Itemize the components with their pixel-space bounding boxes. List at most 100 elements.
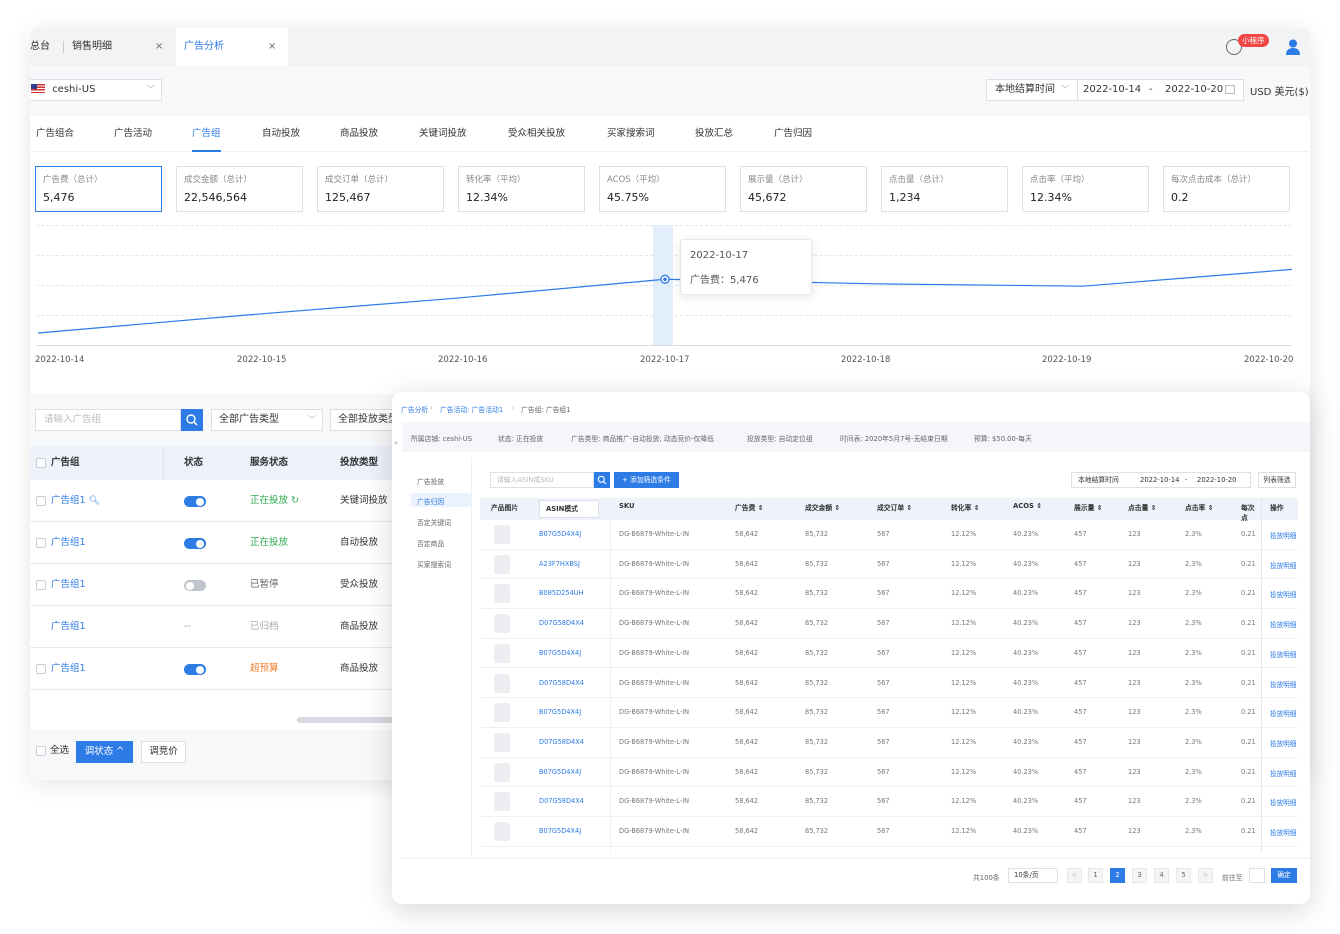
page-number[interactable]: 1 [1088,868,1103,883]
confirm-button[interactable]: 确定 [1271,868,1297,883]
sidebar-item[interactable]: 否定关键词 [417,519,451,527]
tab-campaign[interactable]: 广告活动 [114,128,153,139]
expand-icon[interactable]: » [394,439,399,447]
asin-link[interactable]: B07G5D4X4J [539,530,582,538]
row-checkbox[interactable] [36,538,46,548]
ad-group-name[interactable]: 广告组1 [51,537,86,548]
end-date[interactable]: 2022-10-20 [1165,84,1224,95]
status-toggle[interactable] [184,538,206,549]
tab-attribution[interactable]: 广告归因 [774,128,813,139]
adjust-bid-button[interactable]: 调竞价 [141,741,186,763]
tab-auto-targeting[interactable]: 自动投放 [262,128,301,139]
asin-link[interactable]: D07G58D4X4 [539,678,584,687]
targeting-detail-link[interactable]: 投放明细 [1270,591,1297,600]
column-header[interactable]: 点击率 ⇕ [1185,504,1214,512]
page-number[interactable]: 2 [1110,868,1125,883]
date-range-picker[interactable]: 本地结算时间 ﹀ 2022-10-14 - 2022-10-20 [986,79,1244,101]
tab-ad-group[interactable]: 广告组 [192,116,221,152]
table-row[interactable]: 广告组1 超预算 商品投放 [30,648,410,690]
tab-search-terms[interactable]: 买家搜索词 [607,128,655,139]
search-button[interactable] [181,409,203,431]
tab-dashboard[interactable]: 总台 [30,28,50,66]
tab-audience-targeting[interactable]: 受众相关投放 [508,128,566,139]
tab-ad-analysis[interactable]: 广告分析 × [176,28,288,66]
add-filter-button[interactable]: + 添加筛选条件 [614,472,679,488]
detail-table-row[interactable]: A23F7HXBSJ DG-B6879-White-L-IN 58,642 85,73… [480,550,1298,580]
targeting-detail-link[interactable]: 投放明细 [1270,710,1297,719]
currency-label[interactable]: USD 美元($) [1250,87,1309,98]
column-header[interactable]: 转化率 ⇕ [951,504,980,512]
targeting-detail-link[interactable]: 投放明细 [1270,532,1297,540]
adjust-status-button[interactable]: 调状态 ^ [76,741,133,763]
select-all-checkbox[interactable] [36,458,46,468]
store-select[interactable]: ceshi-US ﹀ [30,79,162,101]
column-header[interactable]: 广告费 ⇕ [735,504,764,512]
ad-group-name[interactable]: 广告组1 🔍︎ [51,494,100,508]
metric-card[interactable]: 展示量（总计） 45,672 [740,166,867,212]
tab-targeting-summary[interactable]: 投放汇总 [695,128,734,139]
detail-table-row[interactable]: B07G5D4X4J DG-B6879-White-L-IN 58,642 85,73… [480,817,1298,847]
horizontal-scrollbar[interactable] [297,717,407,723]
sidebar-item[interactable]: 否定商品 [417,540,445,548]
detail-table-row[interactable]: D07G58D4X4 DG-B6879-White-L-IN 58,642 85,73… [480,609,1298,639]
detail-table-row[interactable]: D07G58D4X4 DG-B6879-White-L-IN 58,642 85,73… [480,728,1298,758]
table-row[interactable]: 广告组1 -- 已归档 商品投放 [30,606,410,648]
detail-table-row[interactable]: B07G5D4X4J DG-B6879-White-L-IN 58,642 85,73… [480,758,1298,788]
breadcrumb-item[interactable]: 广告分析 [401,406,429,414]
detail-table-row[interactable]: D07G58D4X4 DG-B6879-White-L-IN 58,642 85,73… [480,669,1298,699]
detail-table-row[interactable]: B07G5D4X4J DG-B6879-White-L-IN 58,642 85,73… [480,520,1298,550]
tab-sales-detail[interactable]: 销售明细 × [72,28,172,66]
asin-link[interactable]: D07G58D4X4 [539,737,584,746]
tab-ad-portfolio[interactable]: 广告组合 [36,128,75,139]
page-number[interactable]: 4 [1154,868,1169,883]
targeting-detail-link[interactable]: 投放明细 [1270,769,1297,778]
select-all-checkbox[interactable] [36,746,46,756]
search-icon[interactable]: 🔍︎ [88,496,101,506]
next-page-button[interactable]: > [1198,868,1213,883]
targeting-detail-link[interactable]: 投放明细 [1270,561,1297,570]
page-number[interactable]: 5 [1176,868,1191,883]
select-all-label[interactable]: 全选 [50,745,70,756]
targeting-detail-link[interactable]: 投放明细 [1270,650,1297,659]
metric-card[interactable]: 广告费（总计） 5,476 [35,166,162,212]
sidebar-item[interactable]: 广告归因 [417,498,445,506]
search-input[interactable]: 请输入广告组 [35,409,181,431]
status-toggle[interactable] [184,664,206,675]
table-row[interactable]: 广告组1 🔍︎ 正在投放 ↻ 关键词投放 [30,480,410,522]
column-header[interactable]: 展示量 ⇕ [1074,504,1103,512]
metric-card[interactable]: 点击量（总计） 1,234 [881,166,1008,212]
column-header[interactable]: 点击量 ⇕ [1128,504,1157,512]
end-date[interactable]: 2022-10-20 [1197,476,1237,484]
date-range-picker[interactable]: 本地结算时间 2022-10-14 - 2022-10-20 [1071,472,1251,488]
refresh-icon[interactable]: ↻ [291,495,300,506]
tab-keyword-targeting[interactable]: 关键词投放 [419,128,467,139]
sidebar-item[interactable]: 买家搜索词 [417,561,451,569]
asin-link[interactable]: B07G5D4X4J [539,767,582,776]
start-date[interactable]: 2022-10-14 [1083,84,1142,95]
row-checkbox[interactable] [36,580,46,590]
ad-group-name[interactable]: 广告组1 [51,663,86,674]
targeting-detail-link[interactable]: 投放明细 [1270,829,1297,837]
row-checkbox[interactable] [36,496,46,506]
metric-card[interactable]: 转化率（平均） 12.34% [458,166,585,212]
asin-link[interactable]: D07G58D4X4 [539,619,584,628]
close-icon[interactable]: × [268,41,277,52]
ad-type-select[interactable]: 全部广告类型 ﹀ [211,409,323,431]
goto-page-input[interactable] [1249,868,1265,883]
asin-link[interactable]: D07G58D4X4 [539,797,584,806]
breadcrumb-item[interactable]: 广告活动: 广告活动1 [440,406,504,414]
column-filter-button[interactable]: 列表筛选 [1258,472,1296,488]
detail-table-row[interactable]: B085D254UH DG-B6879-White-L-IN 58,642 85,73… [480,579,1298,610]
asin-mode-select[interactable]: ASIN模式 [539,500,599,518]
tab-product-targeting[interactable]: 商品投放 [340,128,379,139]
column-header[interactable]: ACOS ⇕ [1013,502,1042,510]
status-toggle[interactable] [184,496,206,507]
status-toggle[interactable] [184,580,206,591]
search-button[interactable] [594,472,610,488]
prev-page-button[interactable]: < [1067,868,1082,883]
targeting-detail-link[interactable]: 投放明细 [1270,680,1297,689]
asin-link[interactable]: B07G5D4X4J [539,708,582,717]
mini-program-icon[interactable] [1226,39,1242,55]
page-size-select[interactable]: 10条/页 [1008,868,1058,883]
page-number[interactable]: 3 [1132,868,1147,883]
